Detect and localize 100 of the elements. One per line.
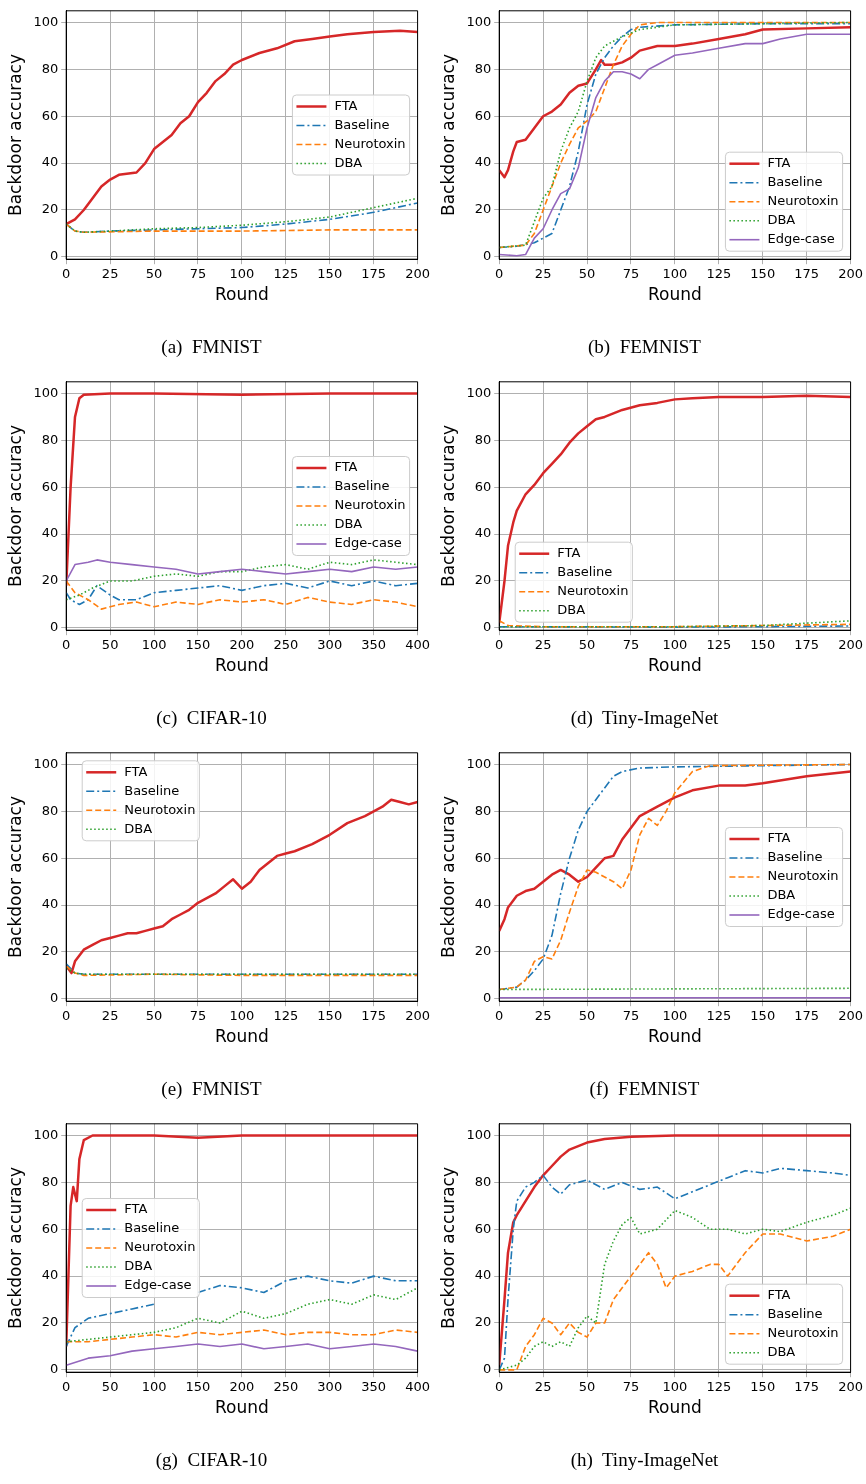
- y-tick-label: 60: [474, 849, 492, 865]
- x-axis-title: Round: [648, 284, 702, 305]
- legend-label: Neurotoxin: [334, 135, 406, 151]
- y-tick-label: 20: [474, 572, 492, 588]
- y-axis-title: Backdoor accuracy: [4, 796, 25, 958]
- x-tick-label: 150: [750, 1379, 776, 1395]
- x-tick-label: 0: [62, 1379, 71, 1395]
- x-tick-label: 0: [62, 637, 71, 653]
- legend-label: FTA: [767, 830, 791, 846]
- text: (d) Tiny-ImageNet: [570, 706, 720, 729]
- text: (e) FMNIST: [161, 1077, 263, 1100]
- y-tick-label: 100: [466, 384, 492, 400]
- y-tick-label: 0: [482, 1361, 492, 1377]
- y-tick-label: 80: [474, 1173, 492, 1189]
- x-tick-label: 175: [794, 1379, 820, 1395]
- x-tick-label: 250: [273, 1379, 299, 1395]
- y-tick-label: 0: [482, 990, 492, 1006]
- x-tick-label: 50: [145, 266, 163, 282]
- x-tick-label: 75: [622, 1008, 640, 1024]
- legend-label: Baseline: [124, 782, 180, 798]
- legend-label: Baseline: [767, 174, 823, 190]
- x-tick-label: 100: [662, 637, 688, 653]
- x-tick-label: 100: [662, 1008, 688, 1024]
- x-tick-label: 200: [838, 637, 864, 653]
- y-tick-label: 60: [41, 107, 59, 123]
- legend-label: FTA: [767, 155, 791, 171]
- text: (b) FEMNIST: [588, 335, 702, 358]
- y-tick-label: 40: [474, 896, 492, 912]
- x-tick-label: 125: [706, 1379, 732, 1395]
- x-tick-label: 50: [578, 266, 596, 282]
- x-tick-label: 75: [189, 1008, 207, 1024]
- legend-label: Neurotoxin: [124, 1239, 196, 1255]
- legend-label: Neurotoxin: [124, 801, 196, 817]
- x-tick-label: 100: [229, 1008, 255, 1024]
- text: (f) FEMNIST: [589, 1077, 700, 1100]
- x-tick-label: 200: [229, 637, 255, 653]
- y-tick-label: 20: [41, 943, 59, 959]
- x-tick-label: 75: [622, 637, 640, 653]
- x-tick-label: 150: [750, 1008, 776, 1024]
- legend-label: Neurotoxin: [767, 193, 839, 209]
- y-tick-label: 0: [49, 1361, 59, 1377]
- x-tick-label: 0: [62, 266, 71, 282]
- x-tick-label: 25: [534, 637, 552, 653]
- legend-label: Baseline: [767, 1306, 823, 1322]
- x-tick-label: 150: [185, 637, 211, 653]
- y-tick-label: 60: [474, 478, 492, 494]
- x-tick-label: 200: [838, 1008, 864, 1024]
- x-axis-title: Round: [215, 1397, 269, 1418]
- legend-label: Edge-case: [334, 535, 402, 551]
- x-tick-label: 100: [662, 266, 688, 282]
- x-tick-label: 150: [185, 1379, 211, 1395]
- text: (a) FMNIST: [161, 335, 263, 358]
- legend-label: Baseline: [767, 849, 823, 865]
- y-tick-label: 60: [41, 1220, 59, 1236]
- y-tick-label: 100: [466, 1126, 492, 1142]
- y-tick-label: 40: [41, 154, 59, 170]
- y-axis-title: Backdoor accuracy: [4, 425, 25, 587]
- x-tick-label: 300: [317, 637, 343, 653]
- legend-label: FTA: [557, 545, 581, 561]
- y-axis-title: Backdoor accuracy: [437, 796, 458, 958]
- legend-label: Edge-case: [767, 231, 835, 247]
- y-axis-title: Backdoor accuracy: [4, 1167, 25, 1329]
- y-tick-label: 0: [49, 248, 59, 264]
- legend-label: DBA: [767, 1344, 796, 1360]
- y-tick-label: 60: [41, 849, 59, 865]
- y-axis-title: Backdoor accuracy: [437, 1167, 458, 1329]
- x-tick-label: 75: [189, 266, 207, 282]
- legend-label: DBA: [767, 887, 796, 903]
- y-tick-label: 40: [41, 525, 59, 541]
- x-tick-label: 25: [534, 1379, 552, 1395]
- x-tick-label: 125: [273, 1008, 299, 1024]
- x-tick-label: 75: [622, 1379, 640, 1395]
- y-tick-label: 20: [41, 1314, 59, 1330]
- x-tick-label: 175: [361, 1008, 387, 1024]
- x-tick-label: 0: [495, 1379, 504, 1395]
- legend-label: DBA: [124, 820, 153, 836]
- legend-label: Neurotoxin: [557, 583, 629, 599]
- y-tick-label: 100: [33, 1126, 59, 1142]
- x-axis-title: Round: [215, 1026, 269, 1047]
- legend-label: Baseline: [124, 1220, 180, 1236]
- x-tick-label: 175: [794, 266, 820, 282]
- y-tick-label: 80: [474, 60, 492, 76]
- x-tick-label: 175: [794, 1008, 820, 1024]
- y-tick-label: 20: [41, 201, 59, 217]
- x-tick-label: 400: [405, 1379, 431, 1395]
- x-tick-label: 0: [62, 1008, 71, 1024]
- x-tick-label: 25: [101, 1008, 119, 1024]
- y-tick-label: 0: [482, 619, 492, 635]
- y-tick-label: 100: [33, 384, 59, 400]
- x-tick-label: 175: [794, 637, 820, 653]
- x-tick-label: 200: [838, 266, 864, 282]
- y-tick-label: 100: [33, 13, 59, 29]
- y-tick-label: 80: [41, 1173, 59, 1189]
- legend-label: FTA: [124, 1201, 148, 1217]
- y-tick-label: 0: [49, 990, 59, 1006]
- x-tick-label: 50: [145, 1008, 163, 1024]
- legend-label: Baseline: [557, 564, 613, 580]
- x-tick-label: 0: [495, 266, 504, 282]
- y-tick-label: 40: [41, 896, 59, 912]
- legend-label: Baseline: [334, 478, 390, 494]
